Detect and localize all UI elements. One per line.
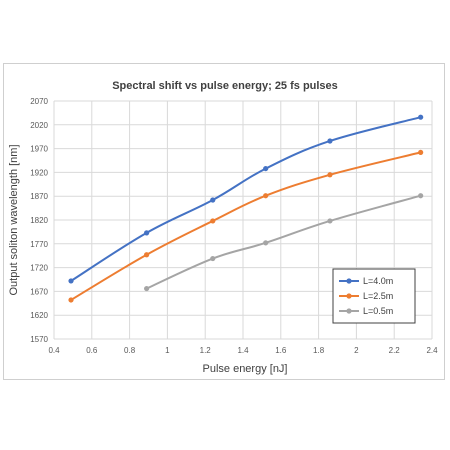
series-line <box>70 151 421 301</box>
legend: L=4.0m L=2.5m L=0.5m <box>332 268 416 324</box>
data-point <box>263 240 269 246</box>
x-tick-label: 1.8 <box>313 346 325 355</box>
data-point <box>418 149 424 156</box>
data-point <box>210 197 216 203</box>
data-point <box>144 252 150 258</box>
y-tick-label: 1720 <box>30 264 48 273</box>
data-point <box>263 165 269 172</box>
y-axis-label: Output soliton wavelength [nm] <box>8 144 20 295</box>
data-point <box>263 193 269 199</box>
y-tick-label: 1670 <box>30 287 48 296</box>
legend-entry: L=4.0m <box>363 276 393 286</box>
data-point <box>210 218 216 224</box>
grid <box>53 100 433 340</box>
x-tick-label: 1 <box>165 346 170 355</box>
x-tick-label: 2 <box>354 346 359 355</box>
series-lines <box>68 114 424 303</box>
x-tick-label: 0.8 <box>124 346 136 355</box>
x-tick-label: 2.4 <box>426 346 438 355</box>
x-tick-label: 1.6 <box>275 346 287 355</box>
y-tick-label: 1770 <box>30 240 48 249</box>
x-axis-label: Pulse energy [nJ] <box>203 363 288 375</box>
data-point <box>144 285 150 292</box>
legend-entry: L=0.5m <box>363 306 393 316</box>
x-tick-label: 0.6 <box>86 346 98 355</box>
x-tick-label: 2.2 <box>389 346 401 355</box>
x-tick-label: 1.4 <box>237 346 249 355</box>
legend-marker <box>346 278 352 284</box>
x-tick-label: 1.2 <box>200 346 212 355</box>
y-tick-label: 2070 <box>30 97 48 106</box>
data-point <box>327 218 333 224</box>
y-tick-label: 2020 <box>30 121 48 130</box>
data-point <box>327 172 333 178</box>
chart-frame <box>3 63 445 380</box>
data-point <box>68 278 74 284</box>
y-tick-label: 1870 <box>30 192 48 201</box>
data-point <box>68 297 74 303</box>
series-line <box>70 116 421 282</box>
x-tick-label: 0.4 <box>48 346 60 355</box>
data-point <box>418 193 424 199</box>
chart-title: Spectral shift vs pulse energy; 25 fs pu… <box>112 80 338 92</box>
y-tick-label: 1970 <box>30 145 48 154</box>
data-point <box>327 138 333 144</box>
y-tick-label: 1820 <box>30 216 48 225</box>
data-point <box>144 230 150 236</box>
y-tick-label: 1620 <box>30 311 48 320</box>
legend-marker <box>346 308 352 314</box>
data-point <box>210 255 216 262</box>
x-tick-labels: 0.4 0.6 0.8 1 1.2 1.4 1.6 1.8 2 2.2 2.4 <box>48 346 438 355</box>
y-tick-label: 1570 <box>30 335 48 344</box>
legend-entry: L=2.5m <box>363 291 393 301</box>
y-tick-labels: 1570 1620 1670 1720 1770 1820 1870 1920 1970 2020… <box>30 97 48 344</box>
legend-marker <box>346 293 352 299</box>
data-point <box>418 114 424 120</box>
y-tick-label: 1920 <box>30 168 48 177</box>
